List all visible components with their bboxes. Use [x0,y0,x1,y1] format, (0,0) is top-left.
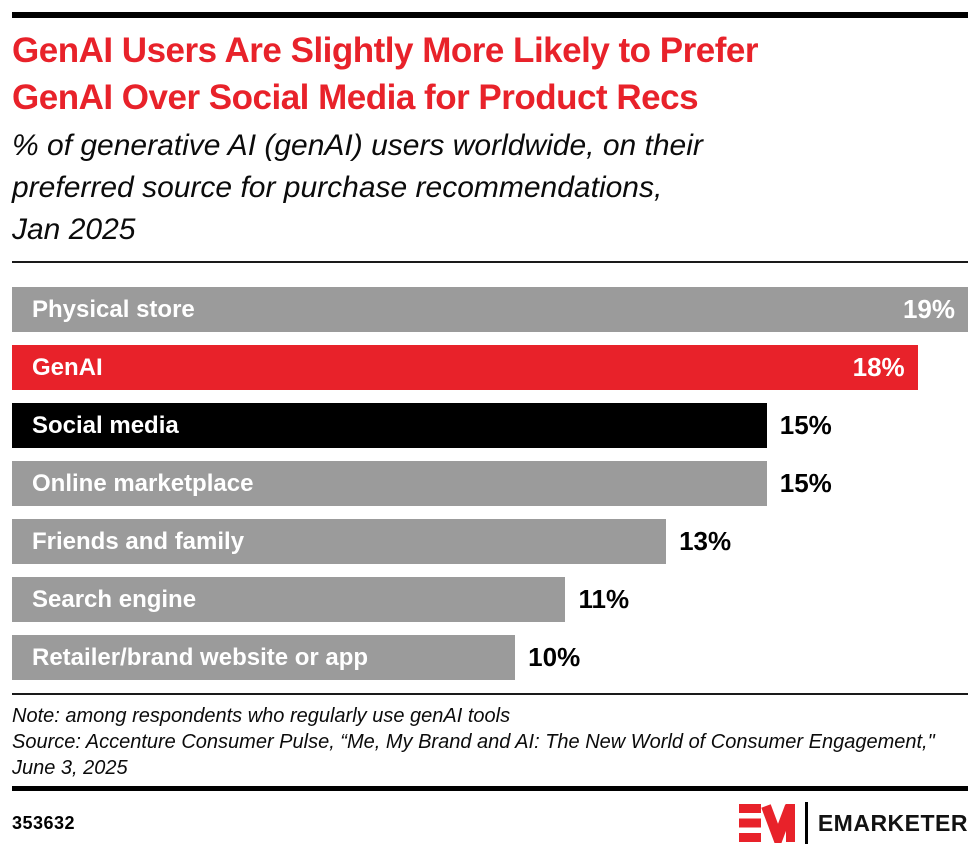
bar-value-label: 13% [679,526,732,556]
chart-subtitle-line2: preferred source for purchase recommenda… [12,171,663,204]
bottom-divider [12,786,968,791]
bar-row-social-media: Social media 15% [12,403,968,448]
chart-subtitle: % of generative AI (genAI) users worldwi… [12,125,968,251]
bar-value-label: 11% [578,584,630,614]
bar-category-label: Online marketplace [32,469,254,497]
footer-bar: 353632 EMARKETER [12,802,968,844]
bar-chart: Physical store 19% GenAI 18% Social media 15%… [12,287,968,680]
bar-row-search-engine: Search engine 11% [12,577,968,622]
bar-category-label: Friends and family [32,527,245,555]
bar-friends-and-family: Friends and family [12,519,667,564]
bar-retailer-brand-website-or-app: Retailer/brand website or app [12,635,516,680]
emarketer-logo: EMARKETER [738,802,968,844]
bar-online-marketplace: Online marketplace [12,461,767,506]
bar-genai: GenAI 18% [12,345,918,390]
footnotes: Note: among respondents who regularly us… [12,703,968,781]
bar-social-media: Social media [12,403,767,448]
bar-row-physical-store: Physical store 19% [12,287,968,332]
bar-search-engine: Search engine [12,577,566,622]
bar-category-label: Search engine [32,585,197,613]
chart-subtitle-line1: % of generative AI (genAI) users worldwi… [12,129,703,162]
bar-row-retailer-brand-website-or-app: Retailer/brand website or app 10% [12,635,968,680]
bar-category-label: Social media [32,411,179,439]
brand-wordmark: EMARKETER [817,809,968,836]
bar-row-genai: GenAI 18% [12,345,968,390]
source-text: Source: Accenture Consumer Pulse, “Me, M… [12,731,935,779]
chart-subtitle-line3: Jan 2025 [12,213,136,246]
chart-id: 353632 [12,812,76,833]
bar-value-label: 18% [852,352,905,382]
chart-title-line1: GenAI Users Are Slightly More Likely to … [12,31,758,70]
bar-physical-store: Physical store 19% [12,287,968,332]
note-text: Note: among respondents who regularly us… [12,705,511,727]
top-divider [12,12,968,18]
bar-category-label: GenAI [32,353,103,381]
bar-value-label: 19% [902,294,955,324]
emarketer-em-monogram-icon [738,804,795,843]
bar-row-online-marketplace: Online marketplace 15% [12,461,968,506]
bar-value-label: 15% [779,410,832,440]
chart-title-line2: GenAI Over Social Media for Product Recs [12,78,699,117]
bar-category-label: Physical store [32,295,195,323]
bar-row-friends-and-family: Friends and family 13% [12,519,968,564]
header-divider [12,261,968,263]
logo-divider [804,802,808,844]
bar-value-label: 15% [779,468,832,498]
bar-category-label: Retailer/brand website or app [32,643,369,671]
chart-title: GenAI Users Are Slightly More Likely to … [12,27,968,121]
footer-divider [12,693,968,695]
bar-value-label: 10% [528,642,581,672]
